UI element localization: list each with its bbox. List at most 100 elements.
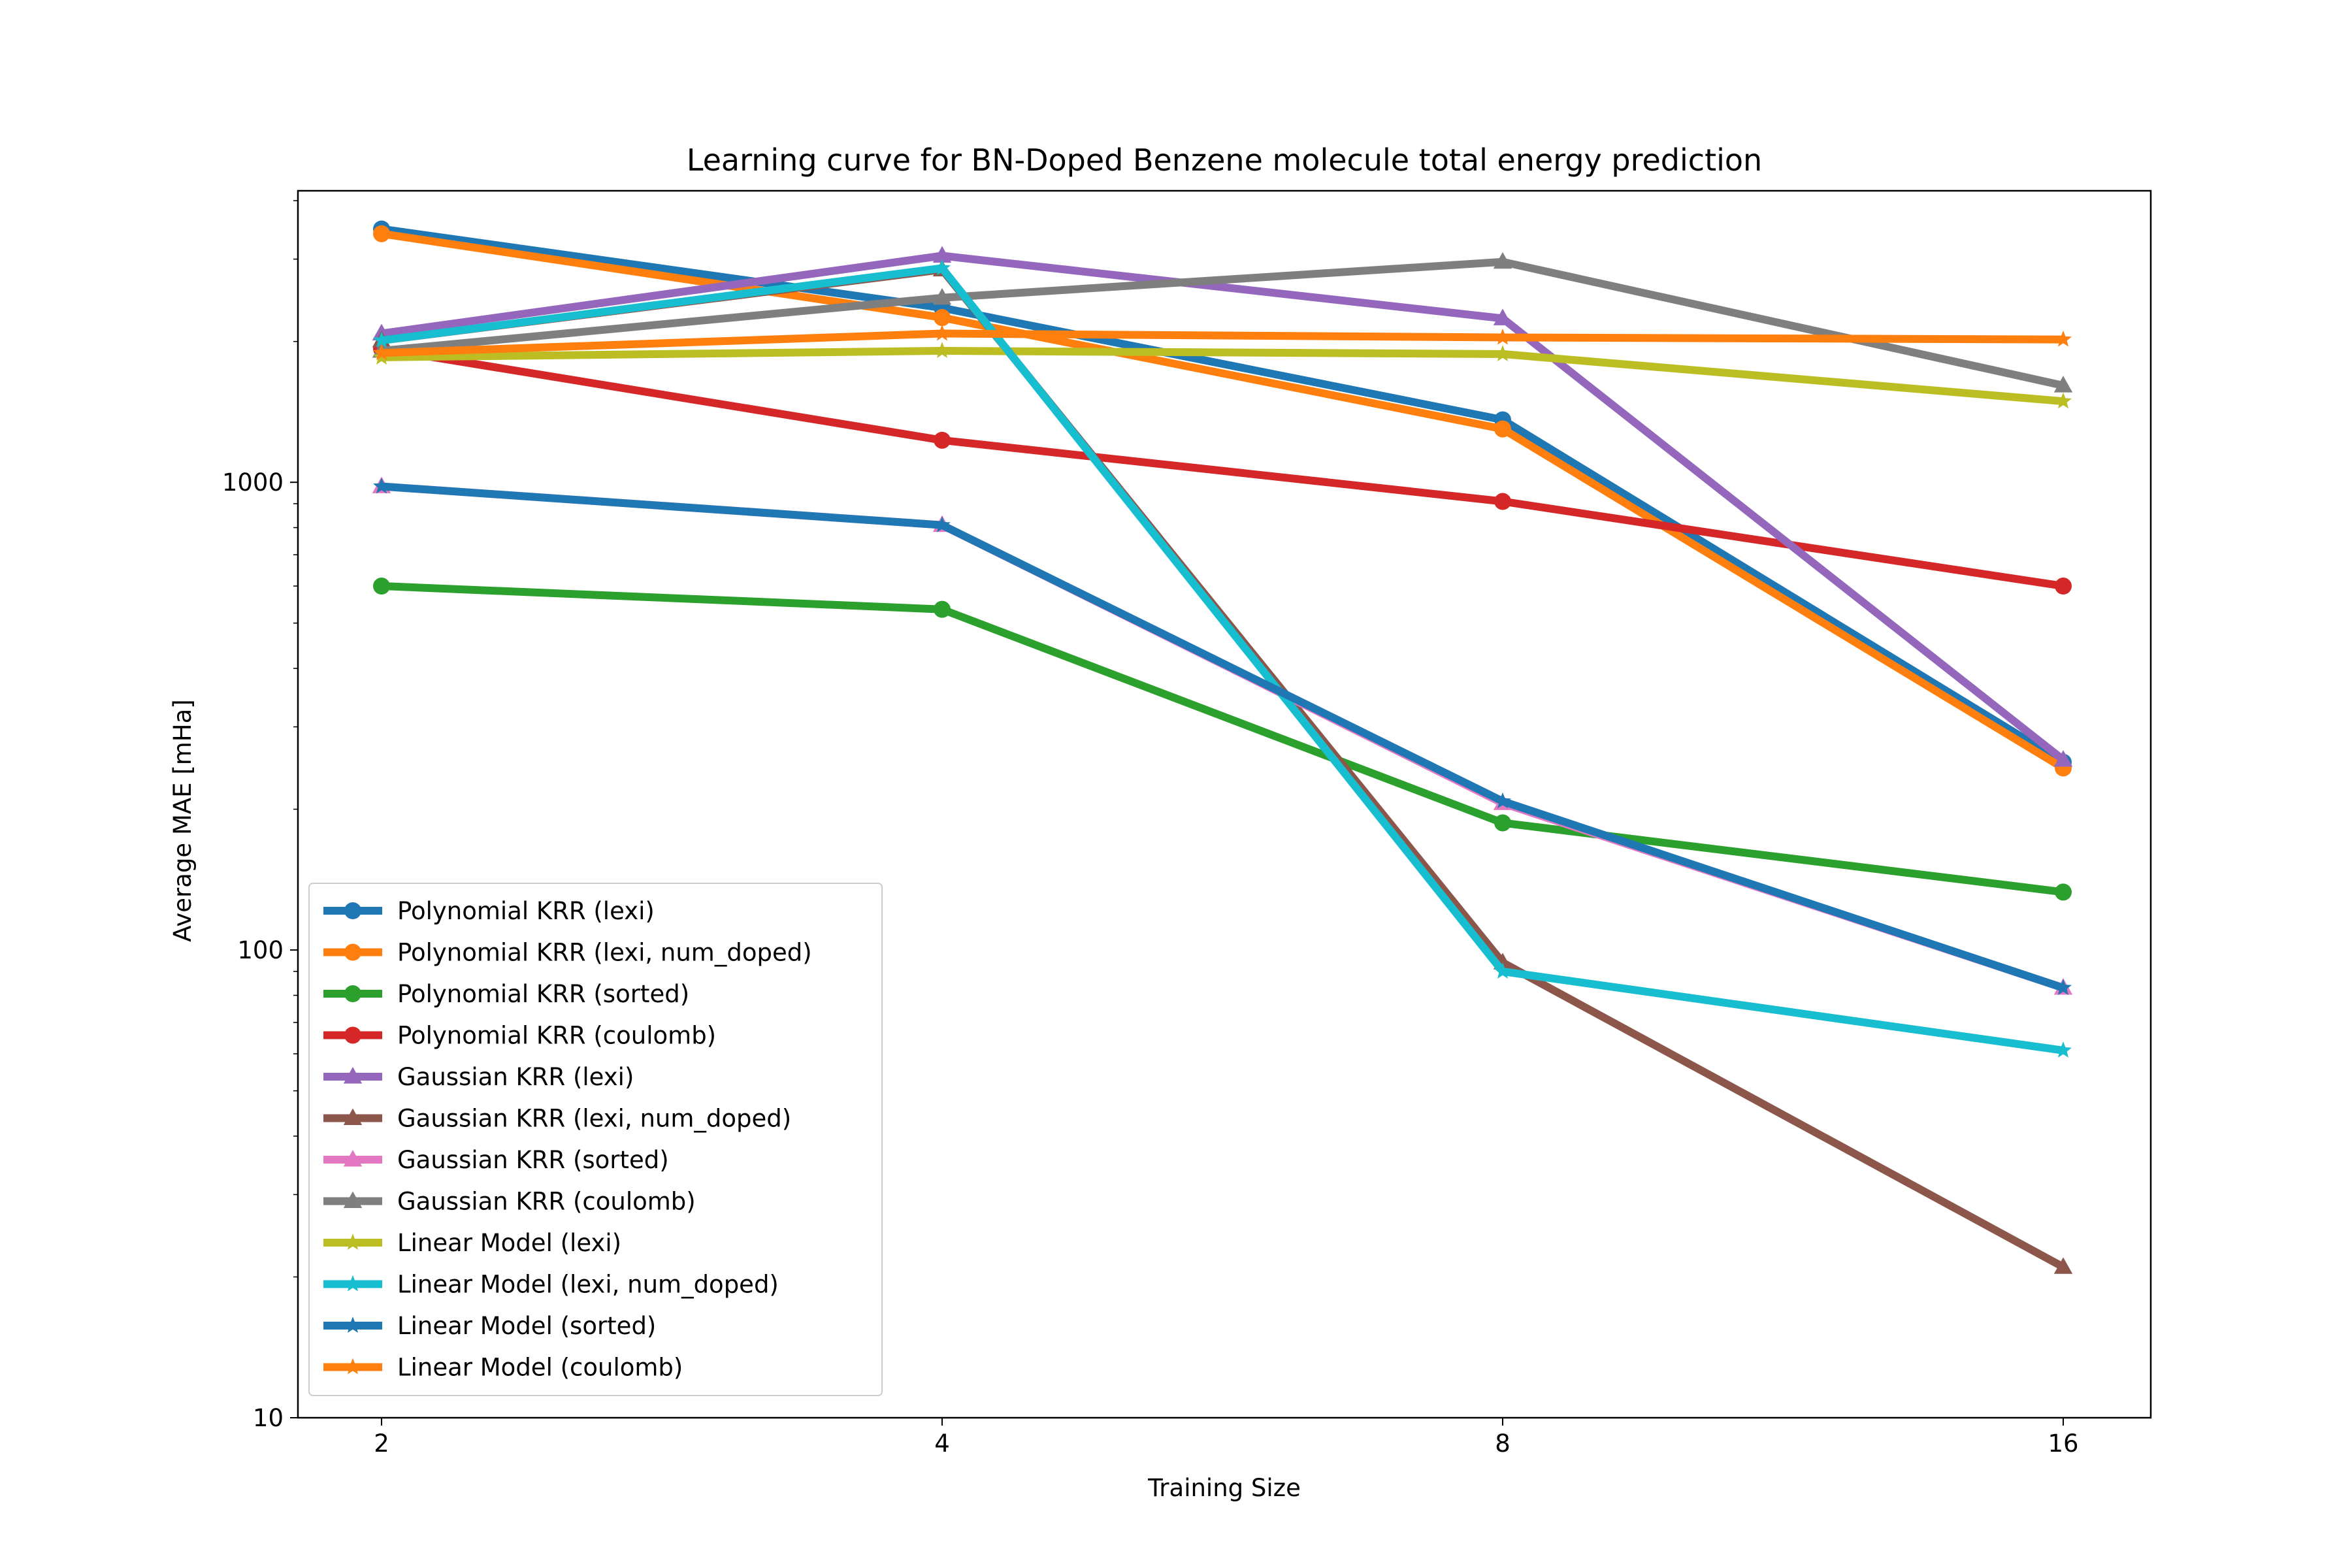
series-10 [373, 259, 2072, 1058]
series-line [381, 347, 2064, 406]
legend-marker [344, 1358, 361, 1375]
legend: Polynomial KRR (lexi) Polynomial KRR (lex… [308, 883, 883, 1396]
x-tick-label: 8 [1495, 1429, 1511, 1458]
legend-label: Polynomial KRR (coulomb) [397, 1022, 716, 1050]
x-axis-label: Training Size [1147, 1474, 1301, 1502]
legend-marker [343, 1108, 363, 1125]
data-point [1494, 792, 1511, 809]
data-point [934, 431, 951, 449]
y-tick-label: 1000 [222, 468, 284, 497]
y-tick-label: 10 [253, 1404, 284, 1432]
data-point [2055, 578, 2072, 595]
legend-marker [344, 1233, 361, 1250]
series-line [381, 252, 2066, 763]
x-tick-label: 2 [374, 1429, 389, 1458]
data-point [373, 578, 390, 595]
data-point [2055, 392, 2072, 409]
legend-item: Gaussian KRR (sorted) [323, 1146, 669, 1174]
series-line [381, 329, 2064, 357]
legend-label: Linear Model (sorted) [397, 1312, 656, 1340]
legend-label: Gaussian KRR (sorted) [397, 1146, 669, 1174]
series-line [381, 264, 2064, 1054]
plot-frame [297, 189, 2152, 1419]
legend-item: Gaussian KRR (coulomb) [323, 1188, 696, 1216]
series-line [381, 229, 2066, 772]
legend-label: Polynomial KRR (lexi, num_doped) [397, 939, 812, 967]
data-point [1494, 493, 1511, 510]
data-point [2053, 750, 2073, 767]
series-3 [373, 578, 2072, 901]
data-point [373, 331, 390, 348]
x-axis: 2 4 8 16 [374, 1418, 2079, 1458]
data-point [934, 516, 951, 532]
y-axis-label: Average MAE [mHa] [169, 699, 197, 941]
data-point [373, 344, 390, 361]
series-line [381, 344, 2064, 590]
x-tick-label: 4 [934, 1429, 950, 1458]
y-tick-label: 100 [237, 936, 284, 964]
series-11 [373, 477, 2072, 996]
data-point [373, 477, 390, 494]
legend-marker [344, 1026, 361, 1044]
legend-label: Gaussian KRR (lexi, num_doped) [397, 1105, 791, 1133]
legend-item: Linear Model (sorted) [323, 1312, 656, 1340]
series-12 [373, 324, 2072, 361]
data-point [2055, 979, 2072, 996]
legend-item: Polynomial KRR (coulomb) [323, 1022, 716, 1050]
data-point [934, 342, 951, 358]
legend-item: Linear Model (lexi, num_doped) [323, 1271, 779, 1299]
legend-item: Linear Model (lexi) [323, 1229, 621, 1257]
data-point [934, 600, 951, 618]
legend-label: Linear Model (lexi) [397, 1229, 621, 1257]
data-point [1494, 420, 1511, 438]
data-point [2055, 883, 2072, 901]
plot-area [297, 189, 2152, 1419]
data-point [1494, 814, 1511, 832]
legend-label: Linear Model (lexi, num_doped) [397, 1271, 779, 1299]
legend-marker [344, 1275, 361, 1292]
y-axis: 10 100 1000 [222, 200, 298, 1432]
legend-item: Polynomial KRR (lexi, num_doped) [323, 939, 812, 967]
data-point [934, 324, 951, 341]
legend-marker [344, 902, 361, 919]
series-line [381, 225, 2066, 766]
chart-title: Learning curve for BN-Doped Benzene mole… [687, 142, 1762, 178]
data-point [1493, 252, 1512, 269]
legend-label: Polynomial KRR (lexi) [397, 897, 655, 925]
data-point [2053, 1257, 2073, 1274]
legend-label: Polynomial KRR (sorted) [397, 980, 689, 1008]
series-line [381, 257, 2065, 389]
legend-item: Gaussian KRR (lexi, num_doped) [323, 1105, 791, 1133]
legend-box [308, 883, 883, 1396]
legend-label: Linear Model (coulomb) [397, 1354, 683, 1382]
data-point [1493, 308, 1512, 325]
data-point [934, 259, 951, 276]
data-point [932, 246, 952, 263]
series-line [381, 482, 2065, 992]
legend-item: Polynomial KRR (sorted) [323, 980, 689, 1008]
legend-marker [344, 1316, 361, 1333]
data-point [2055, 330, 2072, 347]
series-2 [373, 225, 2072, 777]
legend-label: Gaussian KRR (coulomb) [397, 1188, 696, 1216]
legend-marker [343, 1150, 363, 1167]
data-point [934, 309, 951, 327]
data-point [2053, 376, 2073, 393]
series-line [381, 582, 2064, 896]
legend-item: Linear Model (coulomb) [323, 1354, 683, 1382]
legend-marker [343, 1067, 363, 1084]
legend-item: Polynomial KRR (lexi) [323, 897, 655, 925]
legend-marker [343, 1191, 363, 1208]
data-point [1494, 345, 1511, 361]
data-point [932, 287, 952, 305]
legend-marker [344, 985, 361, 1002]
data-point [1494, 328, 1511, 345]
data-point [373, 225, 390, 242]
legend-item: Gaussian KRR (lexi) [323, 1063, 634, 1091]
legend-marker [344, 943, 361, 961]
data-point [2055, 1041, 2072, 1058]
data-point [1494, 962, 1511, 979]
x-tick-label: 16 [2048, 1429, 2078, 1458]
legend-label: Gaussian KRR (lexi) [397, 1063, 634, 1091]
